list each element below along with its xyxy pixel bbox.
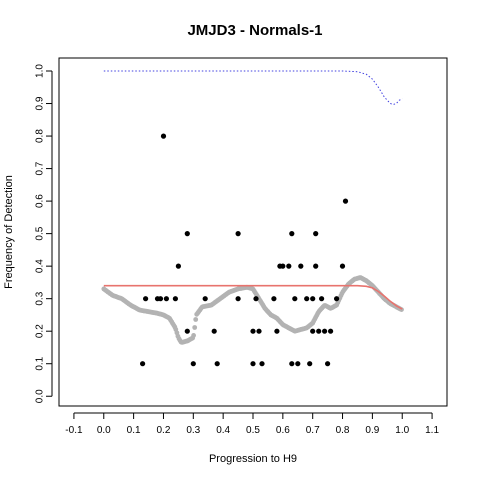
x-tick-label: 0.9: [365, 425, 379, 436]
data-point: [211, 328, 217, 334]
data-point: [184, 231, 190, 237]
data-point: [325, 361, 331, 367]
x-tick-label: 0.6: [276, 425, 290, 436]
x-axis: -0.1 0.0 0.1 0.2 0.3 0.4 0.5 0.6 0.7 0.8 0.9 1.0 1.1: [65, 412, 439, 436]
y-axis-label: Frequency of Detection: [3, 175, 15, 289]
y-tick-label: 0.3: [35, 291, 46, 305]
data-point: [143, 296, 149, 302]
data-point: [190, 361, 196, 367]
x-tick-label: 0.5: [246, 425, 260, 436]
y-tick-label: 0.2: [35, 324, 46, 338]
y-axis: 0.0 0.1 0.2 0.3 0.4 0.5 0.6 0.7 0.8 0.9 1.0: [35, 64, 53, 403]
upper-line: [103, 70, 403, 106]
data-point: [160, 133, 167, 139]
y-tick-label: 0.4: [35, 259, 46, 273]
data-point: [339, 263, 346, 269]
data-point: [172, 296, 178, 302]
data-point: [214, 361, 220, 367]
data-point: [140, 361, 146, 367]
data-point: [328, 328, 334, 334]
y-tick-label: 0.1: [35, 356, 46, 370]
points-series: [140, 133, 349, 367]
smooth-point: [192, 325, 198, 330]
data-point: [295, 361, 301, 367]
data-point: [280, 263, 286, 269]
smooth-point: [191, 333, 197, 338]
fit-line: [103, 284, 403, 310]
y-tick-label: 0.8: [35, 129, 46, 143]
chart-title: JMJD3 - Normals-1: [187, 22, 322, 39]
data-point: [202, 296, 208, 302]
data-point: [313, 231, 319, 237]
x-tick-label: 1.1: [425, 425, 439, 436]
x-tick-label: 0.0: [97, 425, 111, 436]
data-point: [289, 361, 295, 367]
plot-frame: [58, 57, 448, 407]
fit-line-series: [103, 284, 403, 310]
data-point: [163, 296, 169, 302]
data-point: [342, 198, 349, 204]
data-point: [304, 296, 310, 302]
data-point: [307, 361, 313, 367]
smooth-point: [193, 317, 199, 322]
data-point: [289, 231, 295, 237]
data-point: [250, 361, 256, 367]
x-tick-label: 0.8: [336, 425, 350, 436]
data-point: [256, 328, 262, 334]
data-point: [271, 296, 277, 302]
x-tick-label: -0.1: [65, 425, 83, 436]
data-point: [310, 296, 316, 302]
data-point: [175, 263, 181, 269]
data-point: [319, 296, 325, 302]
x-tick-label: 0.3: [186, 425, 200, 436]
x-tick-label: 1.0: [395, 425, 409, 436]
data-point: [274, 328, 280, 334]
x-tick-label: 0.1: [127, 425, 141, 436]
y-tick-label: 0.9: [35, 96, 46, 110]
data-point: [157, 296, 164, 302]
data-point: [250, 328, 256, 334]
x-tick-label: 0.2: [157, 425, 171, 436]
y-tick-label: 0.5: [35, 226, 46, 240]
upper-line-series: [103, 70, 403, 106]
data-point: [286, 263, 292, 269]
y-tick-label: 0.7: [35, 161, 46, 175]
data-point: [310, 328, 316, 334]
data-point: [292, 296, 298, 302]
data-point: [298, 263, 304, 269]
data-point: [253, 296, 259, 302]
data-point: [334, 296, 340, 302]
data-point: [316, 328, 322, 334]
data-point: [184, 328, 190, 334]
data-point: [235, 231, 241, 237]
y-tick-label: 0.6: [35, 194, 46, 208]
data-point: [322, 328, 328, 334]
data-point: [235, 296, 241, 302]
data-point: [313, 263, 319, 269]
x-tick-label: 0.7: [306, 425, 320, 436]
x-tick-label: 0.4: [216, 425, 230, 436]
y-tick-label: 0.0: [35, 389, 46, 403]
y-tick-label: 1.0: [35, 64, 46, 78]
data-point: [259, 361, 265, 367]
x-axis-label: Progression to H9: [209, 453, 297, 465]
